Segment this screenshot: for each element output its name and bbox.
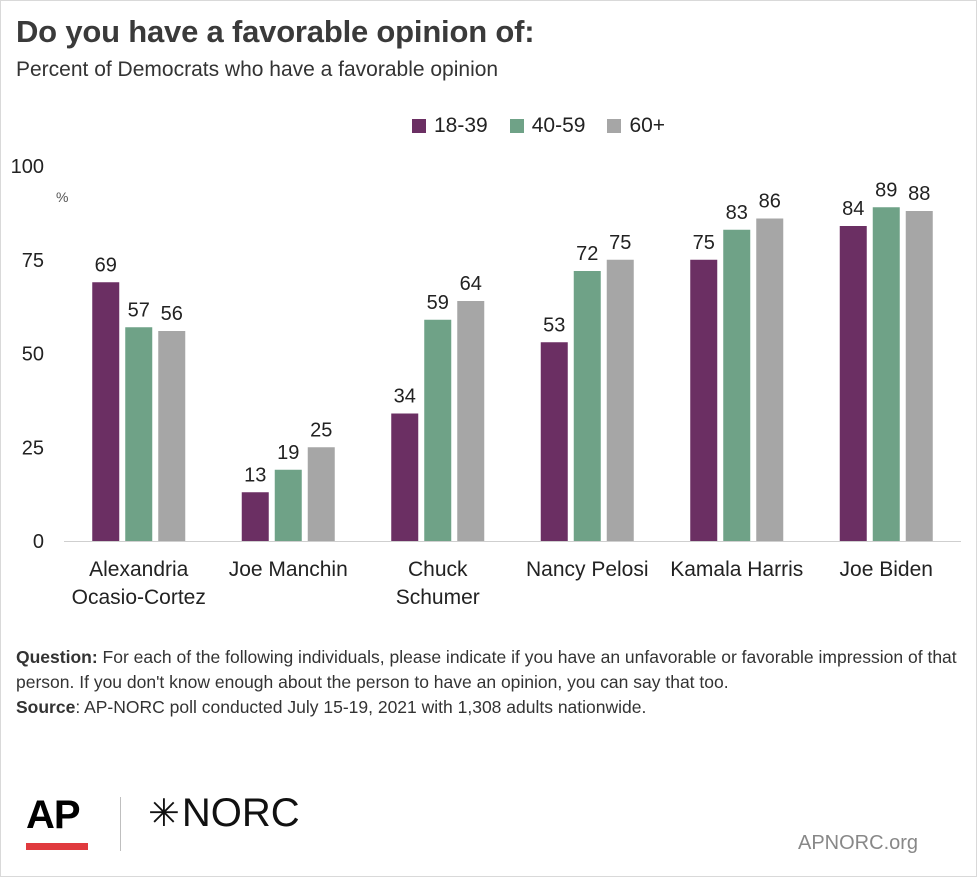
x-tick-label: Joe Biden [840, 558, 933, 581]
bar-60plus [307, 447, 335, 541]
data-label: 86 [759, 191, 781, 213]
bar-60plus [756, 218, 784, 541]
source-note: Source: AP-NORC poll conducted July 15-1… [16, 695, 961, 720]
bar-60plus [905, 211, 933, 541]
legend-swatch-18-39 [412, 119, 426, 133]
legend-label-60plus: 60+ [629, 114, 666, 137]
legend-item-60plus: 60+ [607, 114, 665, 138]
y-tick-label: 25 [22, 437, 44, 459]
bar-18-39 [391, 413, 419, 541]
data-label: 57 [128, 299, 150, 321]
bar-18-39 [241, 492, 269, 541]
chart-title: Do you have a favorable opinion of: [16, 14, 535, 49]
y-tick-label: 100 [11, 156, 44, 178]
data-label: 56 [161, 303, 183, 325]
ap-logo: AP [26, 793, 81, 837]
bar-40-59 [573, 271, 601, 541]
legend-swatch-60plus [607, 119, 622, 133]
y-tick-label: 75 [22, 250, 44, 272]
y-tick-label: 50 [22, 344, 44, 366]
legend-label-18-39: 18-39 [434, 114, 488, 137]
x-tick-label: Chuck [408, 558, 468, 581]
data-label: 83 [726, 202, 748, 224]
x-tick-label: Alexandria [89, 558, 189, 581]
data-label: 84 [842, 198, 864, 220]
y-axis-unit: % [56, 189, 68, 205]
legend-item-40-59: 40-59 [509, 114, 586, 138]
bar-18-39 [540, 342, 568, 541]
chart-subtitle: Percent of Democrats who have a favorabl… [16, 58, 499, 81]
data-label: 19 [277, 442, 299, 464]
data-label: 64 [460, 273, 482, 295]
data-label: 72 [576, 243, 598, 265]
bar-40-59 [274, 469, 302, 541]
bar-18-39 [839, 226, 867, 541]
ap-logo-bar [26, 843, 88, 850]
x-tick-label: Schumer [396, 586, 480, 609]
bar-40-59 [125, 327, 153, 541]
legend-item-18-39: 18-39 [412, 114, 488, 138]
bar-60plus [606, 259, 634, 541]
question-text: For each of the following individuals, p… [16, 647, 957, 692]
bar-40-59 [723, 229, 751, 541]
x-tick-label: Joe Manchin [229, 558, 348, 581]
notes: Question: For each of the following indi… [16, 645, 961, 720]
bar-18-39 [690, 259, 718, 541]
question-label: Question: [16, 647, 98, 667]
norc-star-icon: ✳ [148, 793, 180, 835]
question-note: Question: For each of the following indi… [16, 645, 961, 695]
bar-40-59 [424, 319, 452, 541]
bar-60plus [158, 331, 186, 541]
legend: 18-39 40-59 60+ [412, 114, 665, 138]
y-tick-label: 0 [33, 531, 44, 553]
data-label: 53 [543, 314, 565, 336]
legend-swatch-40-59 [509, 119, 524, 133]
bar-40-59 [872, 207, 900, 541]
bar-18-39 [92, 282, 120, 541]
data-label: 75 [693, 232, 715, 254]
norc-logo-text: NORC [181, 791, 300, 835]
x-tick-label: Ocasio-Cortez [72, 586, 206, 609]
data-label: 13 [244, 464, 266, 486]
data-label: 34 [394, 386, 416, 408]
data-label: 69 [95, 254, 117, 276]
data-label: 59 [427, 292, 449, 314]
bar-chart: 0 25 50 75 100% 69 57 56 Alexandria Ocasio-Cortez… [11, 156, 961, 609]
data-label: 88 [908, 183, 930, 205]
legend-label-40-59: 40-59 [531, 114, 586, 137]
website-link[interactable]: APNORC.org [798, 832, 919, 854]
source-label: Source [16, 697, 76, 717]
bar-60plus [457, 301, 485, 541]
x-tick-label: Kamala Harris [670, 558, 803, 581]
data-label: 89 [875, 179, 897, 201]
footer-divider [120, 797, 121, 851]
norc-logo: ✳ NORC [148, 791, 300, 836]
source-text: : AP-NORC poll conducted July 15-19, 202… [75, 697, 647, 717]
data-label: 75 [609, 232, 631, 254]
x-tick-label: Nancy Pelosi [526, 558, 649, 581]
data-label: 25 [310, 419, 332, 441]
